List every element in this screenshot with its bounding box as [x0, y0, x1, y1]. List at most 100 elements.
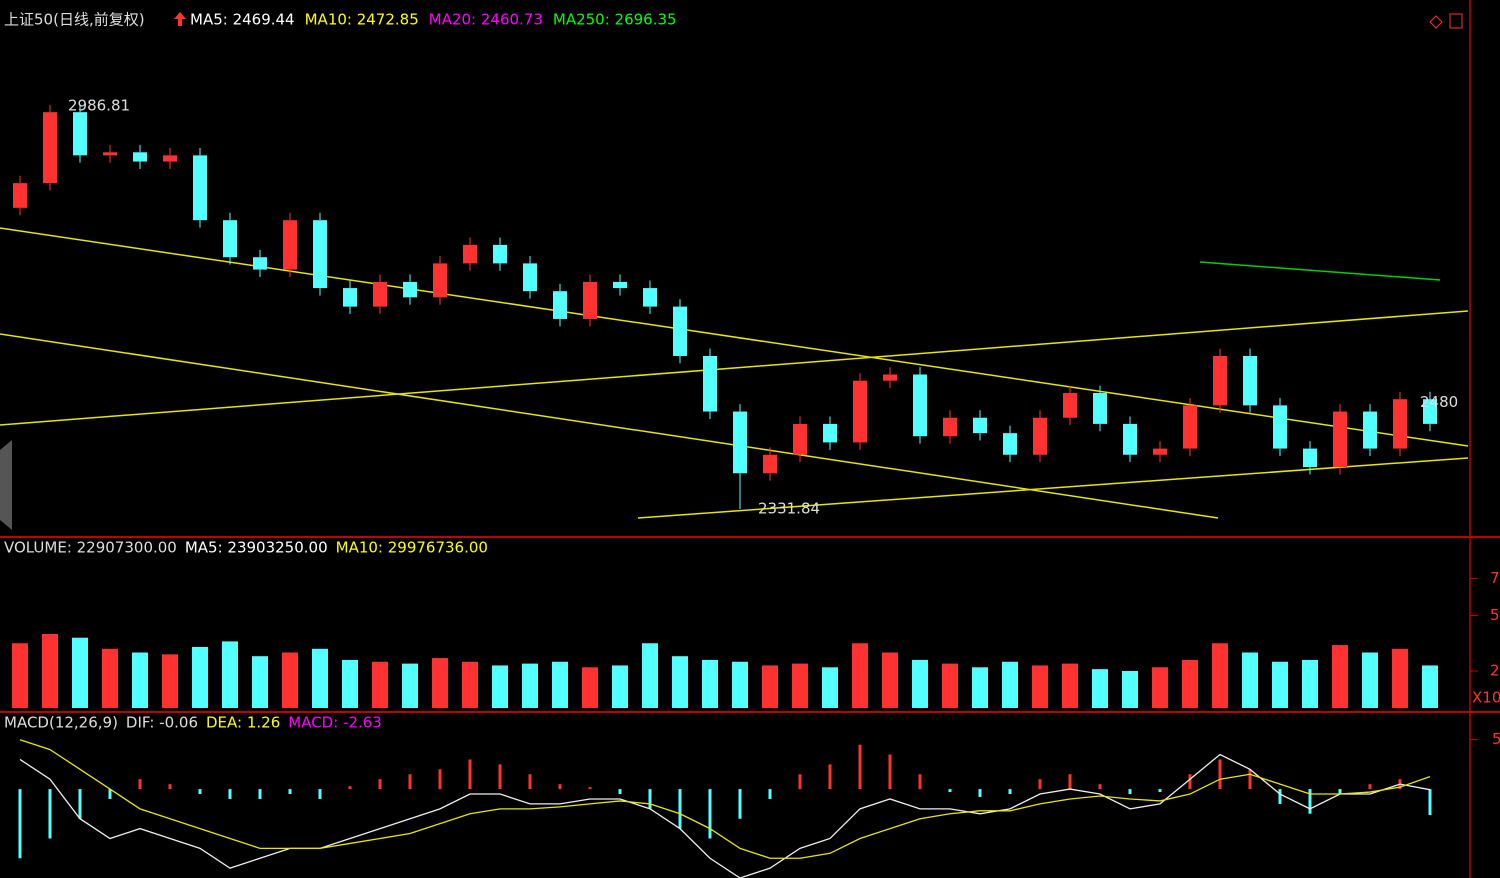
- candle-body: [1243, 355, 1257, 406]
- macd-label: MACD(12,26,9): [4, 714, 118, 732]
- volume-bar: [912, 659, 928, 708]
- volume-bar: [1032, 665, 1048, 708]
- candle-body: [463, 244, 477, 264]
- macd-label: MACD: -2.63: [288, 714, 382, 732]
- candle-body: [793, 423, 807, 455]
- volume-bar: [282, 652, 298, 708]
- candle-body: [943, 417, 957, 437]
- candle-body: [643, 288, 657, 307]
- volume-bar: [1092, 669, 1108, 708]
- candle-body: [103, 152, 117, 156]
- candle-body: [1153, 448, 1167, 455]
- volume-bar: [642, 643, 658, 708]
- candle-body: [1393, 399, 1407, 449]
- candle-body: [403, 281, 417, 298]
- trend-line: [0, 310, 1469, 426]
- ma-label: MA250: 2696.35: [553, 11, 677, 29]
- trend-line: [637, 457, 1469, 519]
- trend-line: [1199, 261, 1441, 281]
- candle-body: [973, 417, 987, 434]
- volume-bar: [792, 663, 808, 708]
- volume-bar: [312, 648, 328, 708]
- candle-body: [373, 281, 387, 307]
- candle-body: [523, 263, 537, 292]
- candle-body: [1363, 411, 1377, 449]
- ma-label: MA10: 29976736.00: [336, 539, 488, 557]
- volume-bar: [942, 663, 958, 708]
- candle-body: [433, 263, 447, 298]
- side-handle[interactable]: [0, 440, 12, 530]
- price-annotation: 2331.84: [758, 500, 820, 518]
- candle-body: [553, 291, 567, 319]
- volume-bar: [162, 654, 178, 708]
- volume-bar: [1362, 652, 1378, 708]
- candle-body: [703, 355, 717, 412]
- volume-bar: [972, 667, 988, 708]
- candle-body: [313, 220, 327, 289]
- volume-bar: [492, 665, 508, 708]
- y-tick-label: 2: [1490, 662, 1500, 680]
- price-annotation: 2986.81: [68, 96, 130, 114]
- candle-body: [1333, 411, 1347, 468]
- volume-bar: [1122, 671, 1138, 708]
- ma-label: MA20: 2460.73: [429, 11, 543, 29]
- volume-bar: [702, 659, 718, 708]
- volume-bar: [732, 661, 748, 708]
- candle-body: [613, 281, 627, 289]
- candle-body: [163, 155, 177, 162]
- volume-bar: [222, 641, 238, 708]
- volume-bar: [42, 634, 58, 708]
- volume-bar: [12, 643, 28, 708]
- candle-body: [73, 112, 87, 156]
- candle-body: [13, 183, 27, 208]
- macd-label: DEA: 1.26: [206, 714, 280, 732]
- trend-line: [0, 227, 1469, 447]
- volume-bar: [612, 665, 628, 708]
- price-annotation: 2480: [1420, 393, 1458, 411]
- candle-body: [133, 152, 147, 162]
- ma-label: MA10: 2472.85: [305, 11, 419, 29]
- volume-bar: [72, 637, 88, 708]
- volume-bar: [762, 665, 778, 708]
- y-tick-label: 7: [1490, 569, 1500, 587]
- candle-body: [43, 112, 57, 184]
- candle-body: [1123, 423, 1137, 455]
- volume-bar: [882, 652, 898, 708]
- volume-bar: [132, 652, 148, 708]
- volume-bar: [1422, 665, 1438, 708]
- volume-bar: [672, 656, 688, 708]
- volume-bar: [852, 643, 868, 708]
- candle-body: [1303, 448, 1317, 468]
- y-tick-label: 5: [1490, 606, 1500, 624]
- candle-body: [913, 374, 927, 437]
- dea-line: [19, 739, 1431, 859]
- candle-body: [1213, 355, 1227, 406]
- volume-bar: [582, 667, 598, 708]
- candle-body: [673, 306, 687, 356]
- volume-bar: [1152, 667, 1168, 708]
- candle-body: [223, 220, 237, 258]
- volume-bar: [372, 661, 388, 708]
- volume-bar: [402, 663, 418, 708]
- candle-body: [1003, 433, 1017, 455]
- y-tick-label: 5: [1492, 730, 1500, 748]
- candle-body: [193, 155, 207, 221]
- volume-bar: [522, 663, 538, 708]
- volume-bar: [1182, 659, 1198, 708]
- candle-body: [1033, 417, 1047, 455]
- macd-label: DIF: -0.06: [126, 714, 198, 732]
- trend-lines: [0, 227, 1469, 519]
- dif-line: [19, 753, 1431, 878]
- volume-bar: [102, 648, 118, 708]
- candle-body: [343, 288, 357, 307]
- volume-bar: [462, 661, 478, 708]
- volume-bar: [342, 659, 358, 708]
- candle-body: [883, 374, 897, 381]
- candle-body: [583, 281, 597, 319]
- candle-body: [253, 257, 267, 270]
- volume-bar: [1062, 663, 1078, 708]
- candle-body: [493, 244, 507, 264]
